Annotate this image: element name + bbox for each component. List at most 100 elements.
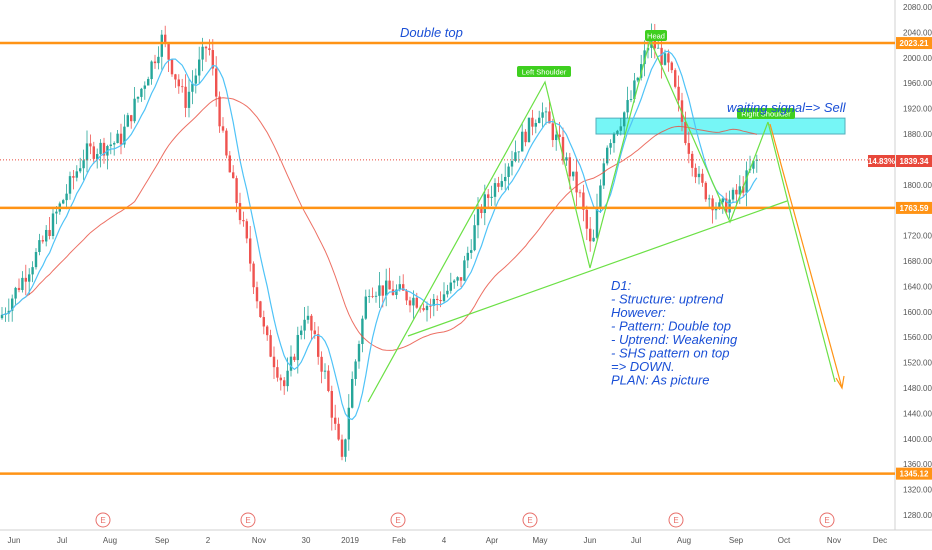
double-top-annotation: Double top [400,25,463,40]
candle-body [473,225,476,251]
earnings-marker-label: E [673,516,678,525]
price-tick-label: 1480.00 [903,384,932,393]
price-level-value: 2023.21 [900,39,929,48]
candle-body [191,83,194,92]
earnings-marker[interactable] [819,512,835,528]
candle-body [745,170,748,193]
left-shoulder-text: Left Shoulder [522,68,567,77]
candle-body [738,186,741,195]
candle-body [575,171,578,193]
candle-body [405,290,408,301]
candle-body [313,330,316,335]
candle-body [38,240,41,253]
price-tick-label: 2040.00 [903,28,932,37]
candle-body [147,79,150,86]
candle-body [279,377,282,381]
candle-body [184,86,187,108]
candle-body [538,117,541,123]
candle-body [572,171,575,177]
candle-body [232,172,235,179]
time-tick-label: Aug [677,536,691,545]
time-tick-label: Dec [873,536,887,545]
candle-body [385,280,388,296]
note-line: - Structure: uptrend [611,292,724,307]
candle-body [381,285,384,296]
candle-body [11,298,14,311]
candle-body [701,173,704,183]
candle-body [269,335,272,357]
candle-body [334,417,337,424]
price-tick-label: 1600.00 [903,308,932,317]
time-tick-label: Sep [729,536,744,545]
neckline [407,200,788,337]
earnings-marker[interactable] [390,512,406,528]
candle-body [96,154,99,159]
fast-moving-average [1,50,758,421]
head-label: Head [645,30,667,41]
candle-body [442,294,446,302]
earnings-marker[interactable] [522,512,538,528]
candle-body [255,287,259,302]
candle-body [514,152,517,161]
candle-body [660,47,663,65]
candle-body [245,221,248,239]
candle-body [283,380,286,387]
candle-body [408,300,412,306]
time-axis[interactable]: Jun Jul Aug Sep 2 Nov 30 2019 Feb 4 Apr May Jun Jul Au… [0,529,932,545]
candle-body [585,209,588,229]
candle-body [524,131,527,143]
candle-body [497,183,500,187]
candle-body [119,133,123,145]
note-line: PLAN: As picture [611,373,710,388]
price-level-value: 1345.12 [900,470,929,479]
candle-body [510,160,514,167]
candle-body [79,168,82,172]
candle-body [143,85,146,89]
price-tick-label: 1520.00 [903,359,932,368]
candle-body [317,334,320,357]
candle-body [102,142,106,156]
candle-body [449,282,452,291]
price-tick-label: 1360.00 [903,460,932,469]
earnings-marker[interactable] [668,512,684,528]
candle-body [402,284,405,291]
candle-body [289,356,293,371]
candle-body [616,130,619,134]
candle-body [551,123,554,141]
candle-body [65,193,68,201]
time-tick-label: Nov [252,536,266,545]
candle-body [259,301,262,318]
candle-body [201,46,204,60]
projection-orange [769,123,843,389]
candle-body [45,229,48,242]
candle-body [109,144,112,147]
candle-body [599,185,602,208]
candle-body [340,439,344,457]
price-tick-label: 1800.00 [903,181,932,190]
candle-body [453,280,456,283]
candle-body [548,111,551,124]
candle-body [368,296,371,297]
candle-body [422,308,425,311]
time-tick-label: 30 [302,536,311,545]
candle-body [116,133,119,144]
earnings-marker[interactable] [95,512,111,528]
price-axis[interactable]: 2080.00 2040.00 2000.00 1960.00 1920.00 1880.… [894,0,932,550]
candle-body [493,183,497,197]
candle-body [623,112,626,127]
candle-body [742,186,745,193]
candle-body [561,137,565,161]
candle-body [711,198,714,211]
price-tick-label: 1680.00 [903,257,932,266]
candle-body [364,296,367,319]
candle-body [487,194,490,198]
candle-body [72,176,75,178]
earnings-marker[interactable] [240,512,256,528]
candle-body [663,53,667,65]
candle-body [521,131,524,152]
candle-body [41,240,44,242]
candle-body [415,297,418,308]
candle-body [286,370,289,387]
candle-body [476,208,480,226]
